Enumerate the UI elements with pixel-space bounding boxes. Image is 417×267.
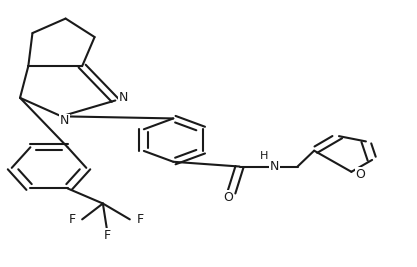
Text: N: N: [270, 160, 279, 173]
Text: F: F: [103, 229, 111, 242]
Text: H: H: [260, 151, 269, 161]
Text: N: N: [119, 91, 128, 104]
Text: O: O: [224, 191, 234, 204]
Text: O: O: [356, 168, 365, 181]
Text: F: F: [69, 213, 76, 226]
Text: N: N: [60, 114, 69, 127]
Text: F: F: [137, 213, 144, 226]
